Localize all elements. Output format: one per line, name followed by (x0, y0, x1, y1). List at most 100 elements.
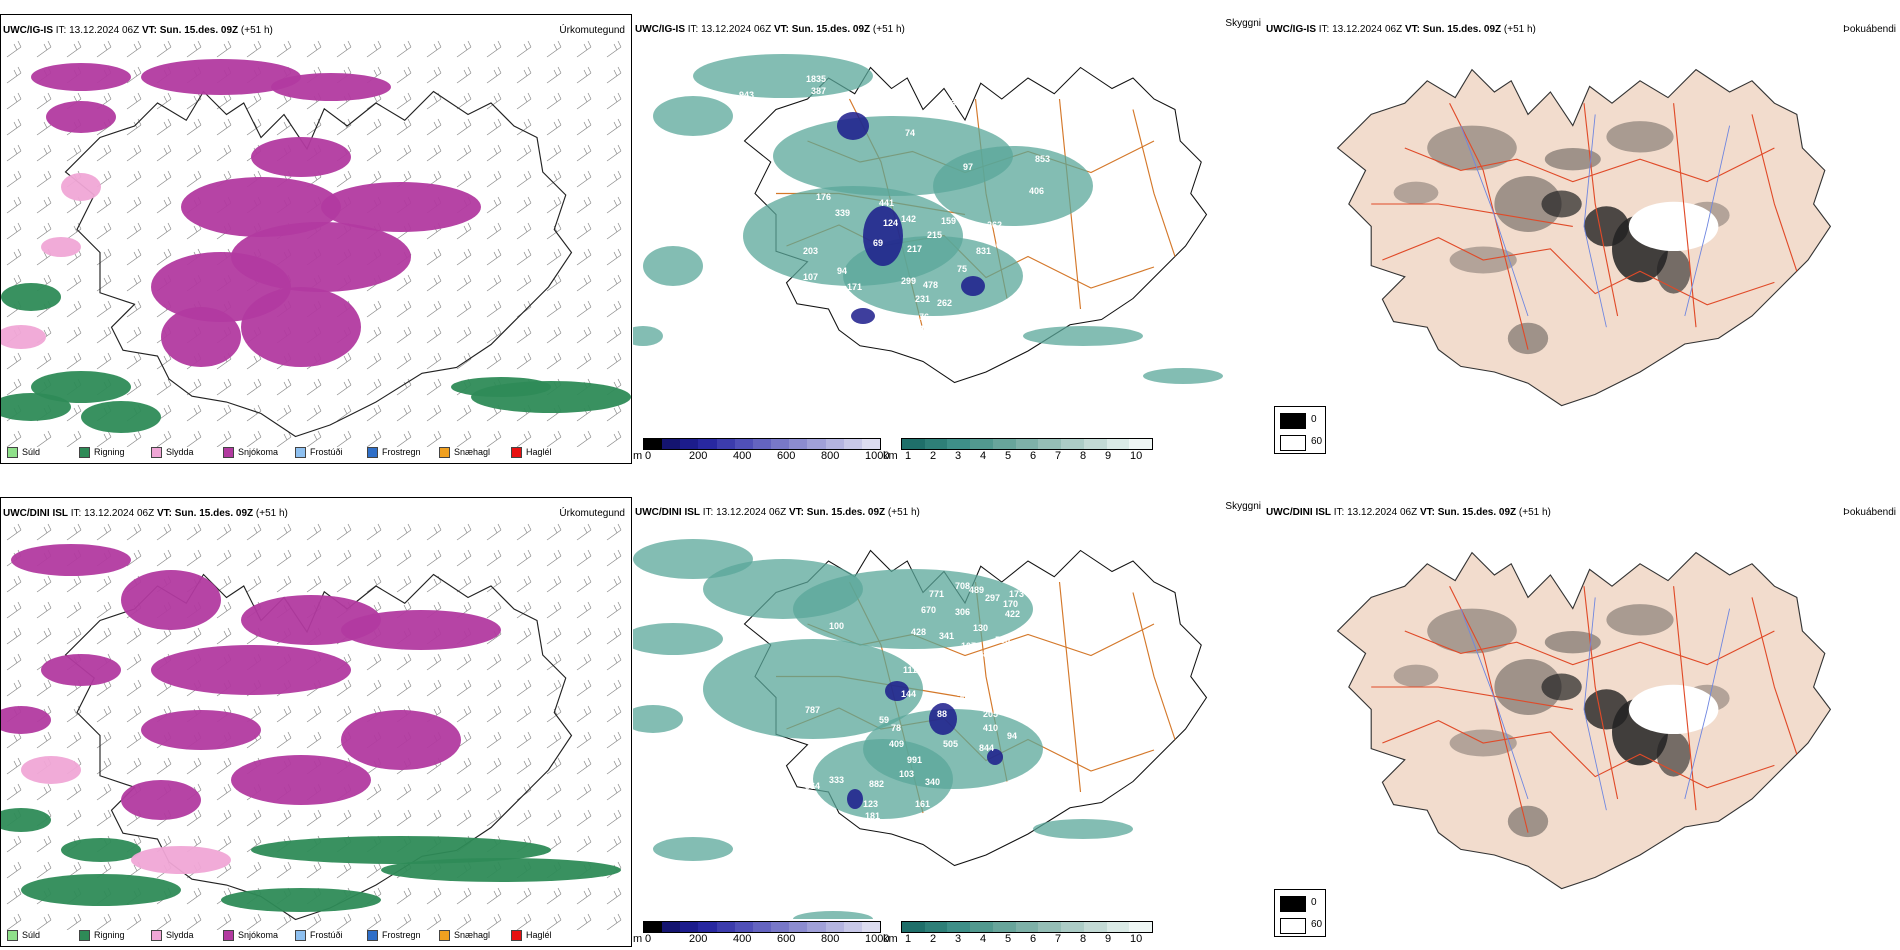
height-value: 943 (739, 90, 755, 100)
height-value: 103 (899, 769, 915, 779)
height-tick: 0 (645, 933, 652, 945)
legend-swatch (367, 929, 378, 941)
lead-time: (+51 h) (872, 24, 905, 35)
panel-title: Þokuábendi (1843, 24, 1896, 35)
height-value: 844 (979, 743, 995, 753)
visibility-tick: 10 (1130, 450, 1143, 462)
height-value: 297 (985, 593, 1001, 603)
legend-label: Haglél (526, 447, 552, 457)
vt-value: Sun. 15.des. 09Z (174, 508, 254, 519)
legend-item: Frostúði (295, 446, 343, 458)
it-value: 13.12.2024 06Z (69, 25, 140, 36)
height-value: 991 (907, 755, 923, 765)
height-value: 44 (919, 324, 930, 334)
panel-header: UWC/DINI ISL IT: 13.12.2024 06Z VT: Sun.… (635, 507, 920, 518)
height-value: 124 (743, 791, 759, 801)
height-tick: 800 (821, 933, 840, 945)
panel-title: Skyggni (1225, 18, 1261, 29)
height-value: 107 (961, 641, 977, 651)
lead-time: (+51 h) (240, 25, 273, 36)
it-label: IT: (702, 507, 714, 518)
height-tick: 200 (689, 933, 708, 945)
legend-swatch (151, 929, 162, 941)
visibility-tick: 6 (1030, 450, 1037, 462)
panel-header: UWC/DINI ISL IT: 13.12.2024 06Z VT: Sun.… (1266, 507, 1551, 518)
height-tick: 400 (733, 933, 752, 945)
height-value: 100 (829, 621, 845, 631)
height-value: 111 (903, 665, 918, 675)
height-value: 262 (987, 220, 1003, 230)
panel-header: UWC/DINI ISL IT: 13.12.2024 06Z VT: Sun.… (3, 508, 288, 519)
height-tick: 1000 (865, 450, 890, 462)
legend-label: Frostúði (310, 447, 343, 457)
visibility-colorbar (901, 438, 1153, 450)
height-value: 124 (883, 218, 899, 228)
height-value: 864 (805, 781, 821, 791)
height-tick: 800 (821, 450, 840, 462)
vt-label: VT: (1404, 24, 1420, 35)
height-value: 853 (1035, 154, 1051, 164)
vt-label: VT: (788, 507, 804, 518)
model-name: UWC/DINI ISL (3, 508, 68, 519)
legend-item: Frostregn (367, 446, 421, 458)
height-value: 299 (901, 276, 917, 286)
visibility-map (633, 54, 1223, 384)
fog-panel: UWC/DINI ISL IT: 13.12.2024 06Z VT: Sun.… (1264, 497, 1900, 947)
precip-type-panel: UWC/DINI ISL IT: 13.12.2024 06Z VT: Sun.… (0, 497, 632, 947)
height-value: 406 (1029, 186, 1045, 196)
height-value: 231 (915, 294, 931, 304)
height-value: 306 (955, 607, 971, 617)
legend-swatch (79, 929, 90, 941)
fog-map (1336, 68, 1832, 407)
lead-time: (+51 h) (887, 507, 920, 518)
height-value: 489 (969, 585, 985, 595)
legend-swatch (223, 446, 234, 458)
legend-item: Frostregn (367, 929, 421, 941)
legend-swatch (439, 446, 450, 458)
legend-swatch (439, 929, 450, 941)
it-value: 13.12.2024 06Z (84, 508, 155, 519)
height-value: 288 (1063, 110, 1079, 120)
vt-value: Sun. 15.des. 09Z (806, 507, 886, 518)
height-value: 107 (1013, 709, 1029, 719)
vt-value: Sun. 15.des. 09Z (791, 24, 871, 35)
height-tick: 200 (689, 450, 708, 462)
visibility-tick: 5 (1005, 933, 1012, 945)
height-value: 670 (921, 605, 937, 615)
height-value: 161 (915, 799, 931, 809)
height-value: 205 (983, 709, 999, 719)
fog-legend-swatch (1280, 413, 1306, 429)
height-value: 123 (863, 799, 879, 809)
height-value: 68 (996, 240, 1007, 250)
fog-legend-label: 0 (1311, 414, 1317, 425)
height-value: 107 (803, 272, 819, 282)
height-value: 505 (943, 739, 959, 749)
legend-item: Haglél (511, 929, 552, 941)
legend-label: Snæhagl (454, 447, 491, 457)
visibility-tick: 6 (1030, 933, 1037, 945)
height-value: 441 (879, 198, 895, 208)
height-value: 831 (976, 246, 992, 256)
height-value: 142 (901, 214, 917, 224)
forecast-row: UWC/IG-IS IT: 13.12.2024 06Z VT: Sun. 15… (0, 14, 1900, 464)
height-value: 119 (797, 320, 812, 330)
vt-value: Sun. 15.des. 09Z (1422, 24, 1502, 35)
height-value: 38 (1055, 757, 1066, 767)
legend-item: Rigning (79, 929, 125, 941)
height-value: 804 (707, 274, 723, 284)
height-value: 360 (951, 98, 967, 108)
fog-legend-swatch (1280, 435, 1306, 451)
height-tick: 0 (645, 450, 652, 462)
it-label: IT: (687, 24, 699, 35)
height-value: 35 (1047, 286, 1058, 296)
height-value: 58 (957, 691, 968, 701)
it-value: 13.12.2024 06Z (1347, 507, 1418, 518)
height-tick: 600 (777, 933, 796, 945)
visibility-colorbar (901, 921, 1153, 933)
height-value: 94 (1007, 731, 1018, 741)
model-name: UWC/IG-IS (635, 24, 685, 35)
height-unit: m (633, 933, 643, 945)
legend-item: Rigning (79, 446, 125, 458)
it-label: IT: (55, 25, 67, 36)
legend-item: Haglél (511, 446, 552, 458)
